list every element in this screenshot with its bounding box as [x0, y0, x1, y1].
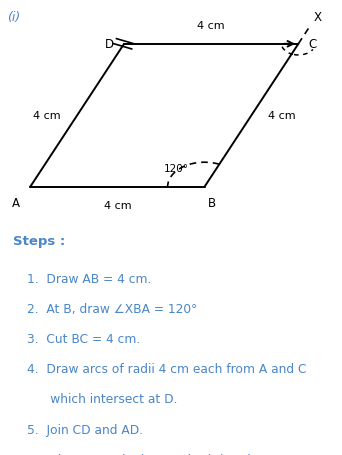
Text: 4 cm: 4 cm: [33, 111, 61, 121]
Text: Steps :: Steps :: [13, 234, 66, 247]
Text: 3.  Cut BC = 4 cm.: 3. Cut BC = 4 cm.: [27, 332, 140, 345]
Text: 4 cm: 4 cm: [197, 21, 225, 31]
Text: 4 cm: 4 cm: [104, 201, 131, 211]
Text: (i): (i): [7, 11, 20, 24]
Text: 5.  Join CD and AD.: 5. Join CD and AD.: [27, 423, 143, 435]
Text: 2.  At B, draw ∠XBA = 120°: 2. At B, draw ∠XBA = 120°: [27, 302, 197, 315]
Text: which intersect at D.: which intersect at D.: [27, 393, 177, 405]
Text: 1.  Draw AB = 4 cm.: 1. Draw AB = 4 cm.: [27, 272, 151, 285]
Text: D: D: [105, 38, 114, 51]
Text: C: C: [308, 38, 317, 51]
Text: A: A: [12, 196, 20, 209]
Text: B: B: [208, 196, 216, 209]
Text: X: X: [314, 11, 322, 24]
Text: 120°: 120°: [164, 164, 189, 174]
Text: 4.  Draw arcs of radii 4 cm each from A and C: 4. Draw arcs of radii 4 cm each from A a…: [27, 362, 306, 375]
Text: 4 cm: 4 cm: [268, 111, 296, 121]
Text: Thus ABCD is the required rhombus.: Thus ABCD is the required rhombus.: [27, 453, 273, 455]
